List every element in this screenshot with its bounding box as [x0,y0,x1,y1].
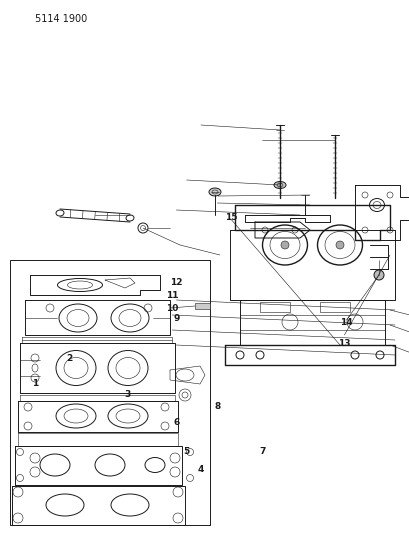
Text: 7: 7 [258,448,265,456]
Circle shape [280,241,288,249]
Text: 5114 1900: 5114 1900 [35,14,87,24]
Text: 14: 14 [339,319,352,327]
Text: 10: 10 [166,304,178,312]
Text: 4: 4 [197,465,204,473]
Text: 9: 9 [173,314,179,322]
Circle shape [373,270,383,280]
Text: 2: 2 [66,354,73,362]
Text: 15: 15 [225,213,237,222]
Bar [259,302,289,312]
Text: 11: 11 [166,291,178,300]
Bar [195,303,209,309]
Text: 13: 13 [337,340,350,348]
Text: 12: 12 [170,278,182,287]
Text: 5: 5 [183,448,189,456]
Text: 8: 8 [213,402,220,410]
Ellipse shape [273,182,285,189]
Text: 3: 3 [124,390,130,399]
Ellipse shape [209,188,220,196]
Text: 6: 6 [173,418,179,427]
Bar [10,260,209,525]
Bar [319,302,349,312]
Circle shape [335,241,343,249]
Text: 1: 1 [31,379,38,388]
